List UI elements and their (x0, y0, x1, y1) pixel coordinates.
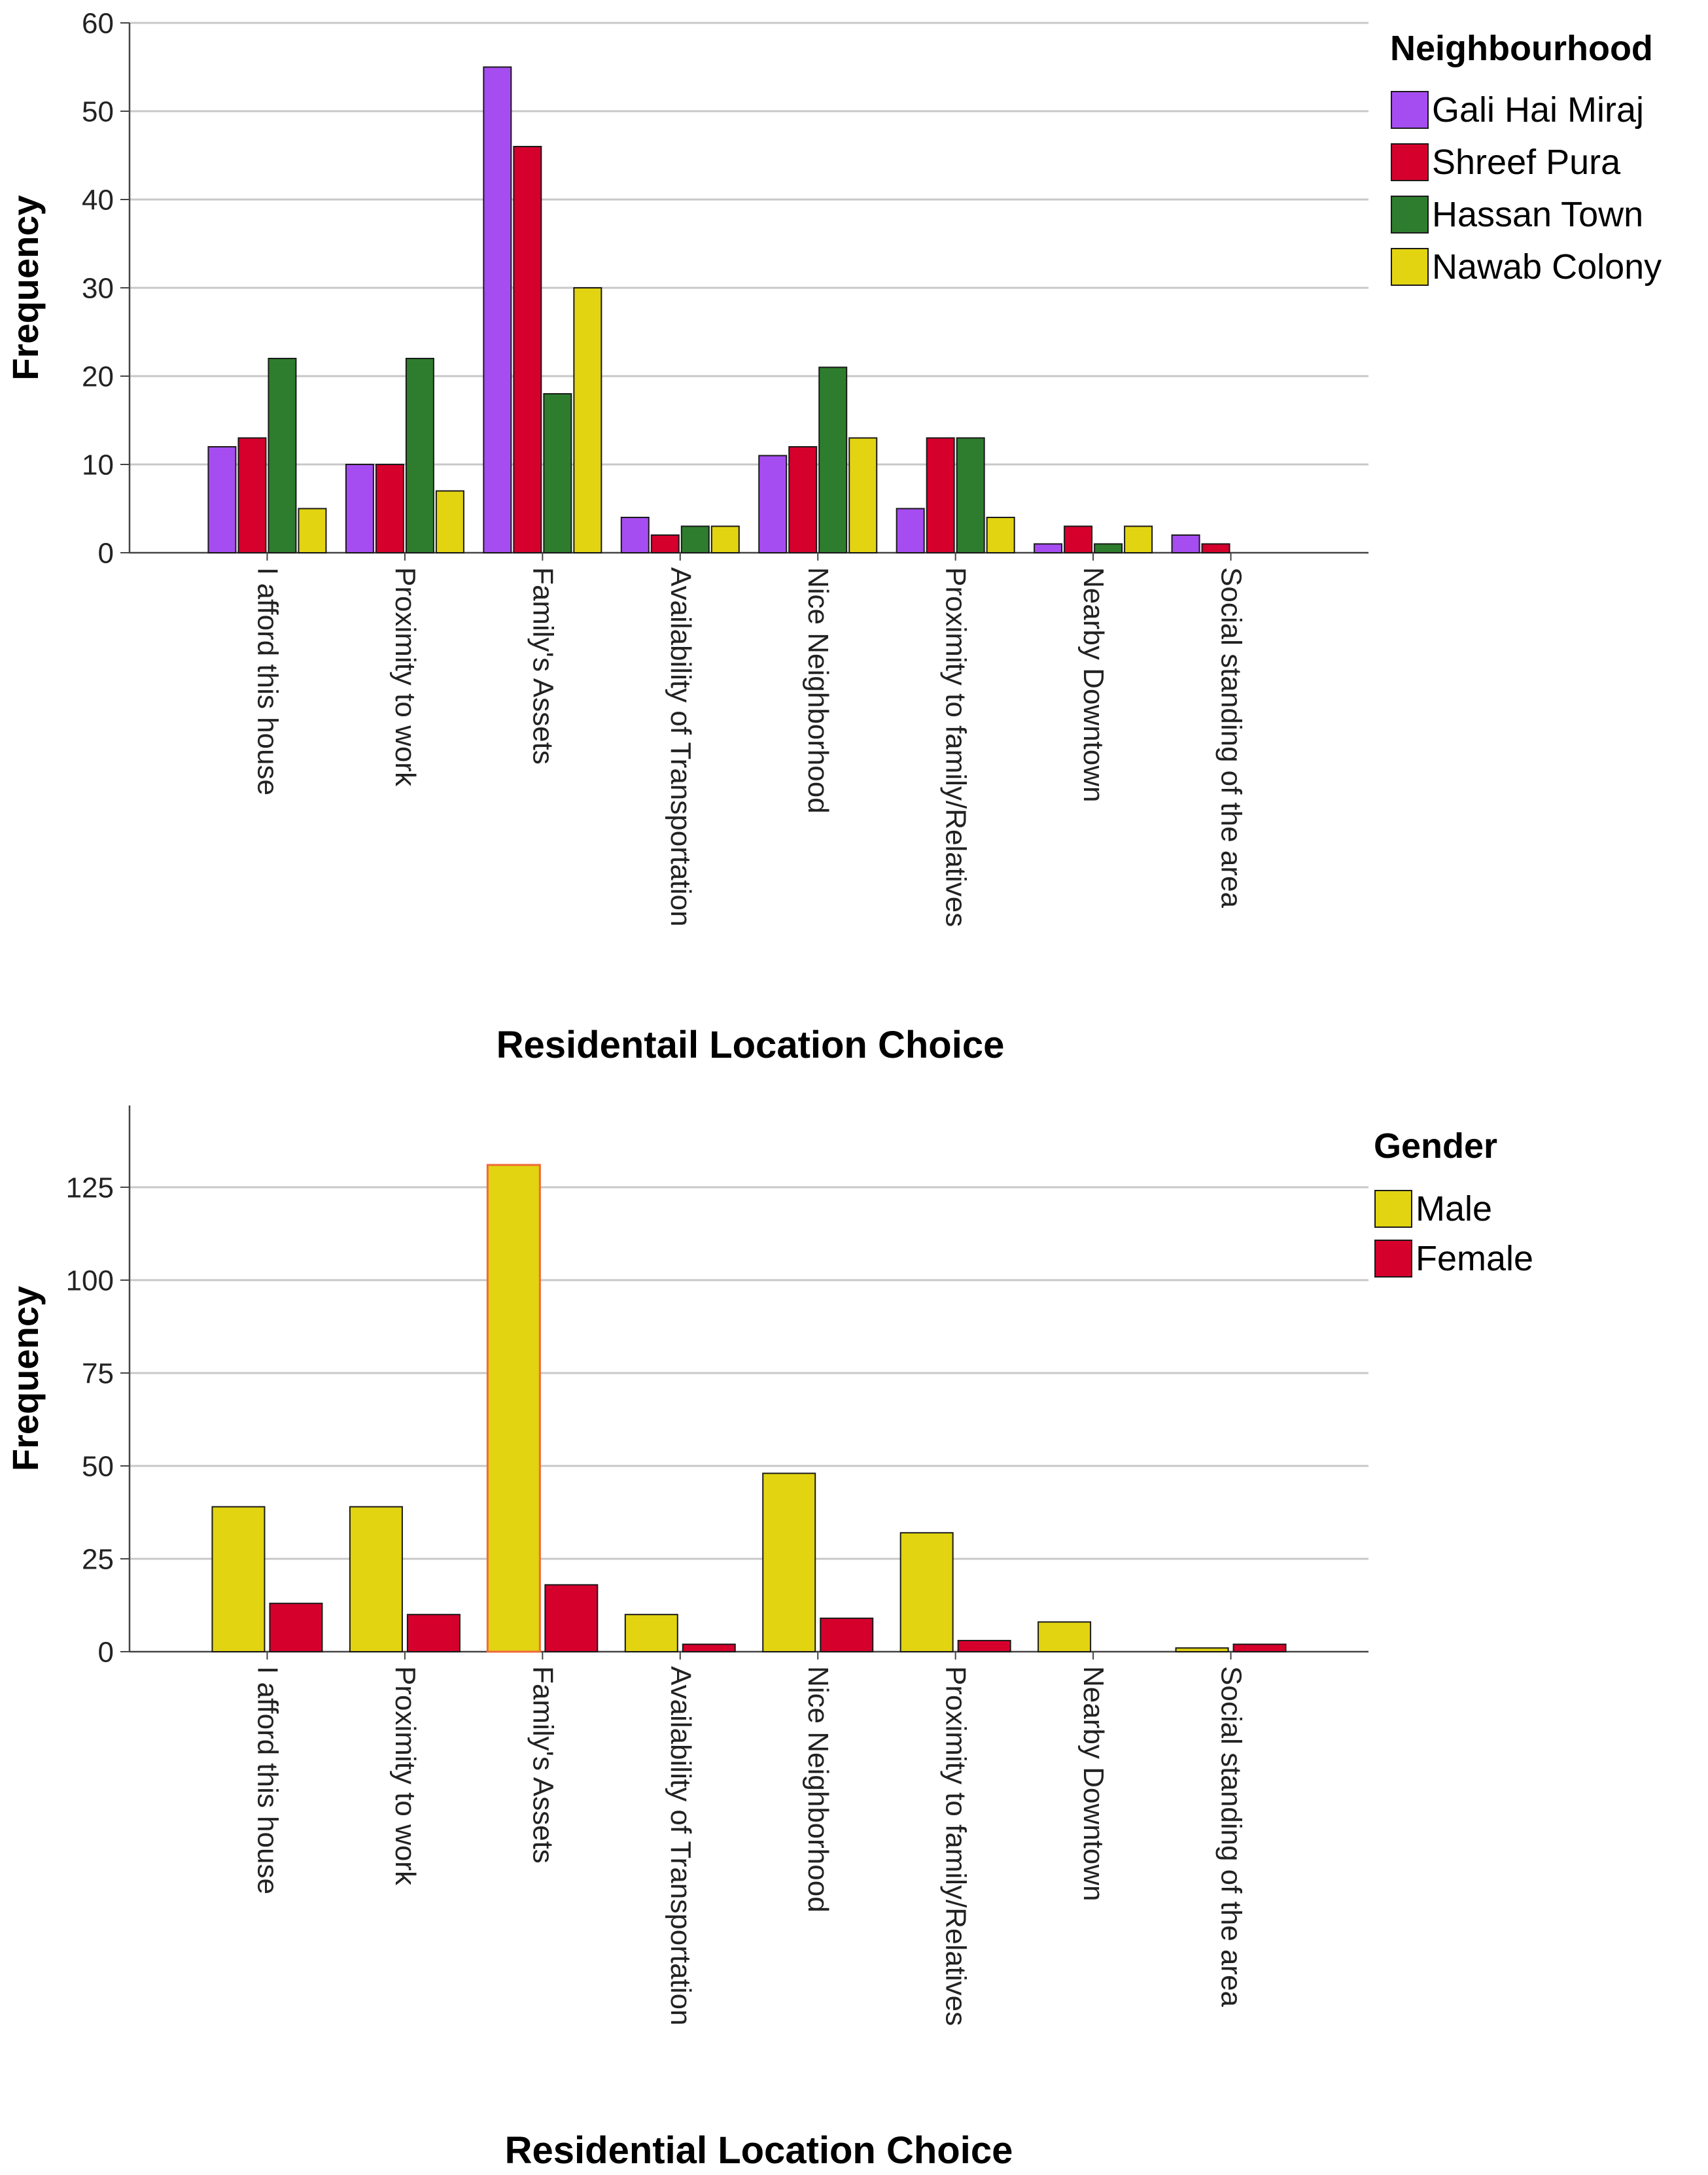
y-tick-label: 50 (82, 96, 114, 128)
legend-swatch (1374, 1240, 1412, 1278)
y-tick-label: 0 (98, 537, 114, 569)
bar (406, 1614, 461, 1652)
y-tick-label: 20 (82, 360, 114, 392)
x-tick-label: Nearby Downtown (1077, 567, 1109, 803)
legend-title: Gender (1374, 1126, 1497, 1166)
legend-label: Shreef Pura (1432, 143, 1621, 182)
y-tick-label: 125 (66, 1172, 114, 1204)
legend-title: Neighbourhood (1390, 29, 1653, 68)
bar (1037, 1621, 1092, 1653)
y-tick-label: 25 (82, 1543, 114, 1575)
bar (820, 1617, 874, 1652)
y-tick-label: 100 (66, 1264, 114, 1296)
bar (1064, 525, 1093, 553)
bar (405, 358, 434, 553)
x-tick-label: I afford this house (251, 1666, 283, 1894)
bar (237, 437, 267, 553)
x-tick-label: Social standing of the area (1215, 567, 1247, 909)
bar (435, 490, 464, 553)
bar (620, 517, 650, 553)
bar (680, 525, 710, 553)
bar (268, 358, 297, 553)
bar (1171, 534, 1200, 553)
x-tick-label: Family's Assets (527, 1666, 559, 1864)
x-tick-label: Family's Assets (527, 567, 559, 765)
x-tick-label: Proximity to family/Relatives (940, 1666, 972, 2026)
bar (986, 517, 1015, 553)
bar (486, 1164, 541, 1653)
bar (1232, 1643, 1287, 1652)
bar (375, 464, 404, 553)
x-tick-label: Social standing of the area (1215, 1666, 1247, 2008)
bar (710, 525, 740, 553)
x-tick-label: Proximity to family/Relatives (940, 567, 972, 927)
legend-swatch (1374, 1190, 1412, 1228)
bar (573, 287, 602, 553)
x-tick-label: Nearby Downtown (1077, 1666, 1109, 1902)
bar (1034, 543, 1063, 553)
y-tick-label: 0 (98, 1636, 114, 1668)
legend-swatch (1391, 248, 1429, 286)
bar (818, 366, 848, 553)
bar (899, 1532, 954, 1652)
legend-swatch (1391, 196, 1429, 234)
y-tick-label: 40 (82, 184, 114, 216)
bar (483, 66, 512, 553)
bar (1124, 525, 1153, 553)
bar (207, 446, 237, 553)
y-tick-label: 30 (82, 272, 114, 304)
x-tick-label: I afford this house (251, 567, 283, 795)
bar (211, 1506, 266, 1653)
bar (544, 1584, 599, 1653)
x-tick-label: Availability of Transportation (665, 567, 697, 926)
x-axis-title: Residentail Location Choice (497, 1024, 1005, 1066)
legend-label: Gali Hai Miraj (1432, 90, 1644, 130)
x-tick-label: Proximity to work (389, 1666, 421, 1886)
bar (956, 437, 985, 553)
bar (624, 1614, 678, 1652)
y-tick-label: 75 (82, 1357, 114, 1389)
x-tick-label: Proximity to work (389, 567, 421, 787)
legend-label: Female (1416, 1239, 1533, 1278)
bar (848, 437, 878, 553)
bar (269, 1603, 323, 1653)
chart-2: 0 25 50 75 100 125 I afford this house Proximit… (5, 1105, 1533, 2172)
bar (788, 446, 818, 553)
bar (650, 534, 680, 553)
y-axis-title: Frequency (5, 1286, 46, 1471)
y-axis-title: Frequency (5, 195, 46, 380)
bar (298, 508, 327, 553)
bar (762, 1472, 816, 1652)
y-tick-label: 60 (82, 7, 114, 39)
bar (926, 437, 955, 553)
bar (1175, 1647, 1229, 1653)
bar (1094, 543, 1123, 553)
y-tick-label: 50 (82, 1450, 114, 1482)
x-tick-label: Availability of Transportation (665, 1666, 697, 2025)
bar (349, 1506, 403, 1653)
bar (957, 1639, 1011, 1653)
legend-label: Hassan Town (1432, 195, 1643, 234)
bar (1201, 543, 1230, 553)
bar (896, 508, 925, 553)
bar (758, 455, 788, 553)
legend-label: Male (1416, 1189, 1492, 1228)
bar (513, 146, 542, 553)
y-tick-label: 10 (82, 449, 114, 481)
x-tick-label: Nice Neighborhood (802, 1666, 834, 1913)
bar (345, 464, 374, 553)
bar (682, 1643, 736, 1652)
bar (543, 393, 572, 553)
legend-label: Nawab Colony (1432, 247, 1662, 287)
x-tick-label: Nice Neighborhood (802, 567, 834, 814)
chart-1: 0 10 20 30 40 50 60 I afford this house Proximit… (5, 7, 1662, 1066)
legend-swatch (1391, 143, 1429, 181)
legend-swatch (1391, 91, 1429, 129)
x-axis-title: Residential Location Choice (505, 2129, 1013, 2172)
